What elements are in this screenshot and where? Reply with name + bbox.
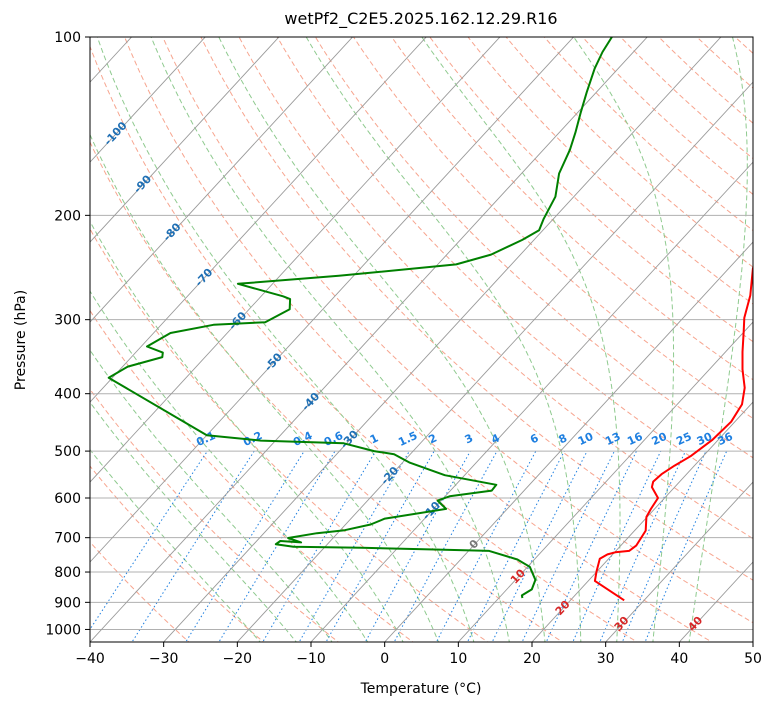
y-axis-label: Pressure (hPa) xyxy=(13,290,29,390)
x-tick-label: −10 xyxy=(296,651,326,667)
x-tick-label: 50 xyxy=(744,651,762,667)
dry-adiabat xyxy=(314,37,753,459)
mixing-ratio-line xyxy=(262,450,377,642)
y-tick-label: 900 xyxy=(54,595,81,611)
x-tick-label: −20 xyxy=(223,651,253,667)
isotherm-line xyxy=(90,37,575,563)
mixing-ratio-line xyxy=(466,450,565,642)
mixing-ratio-line xyxy=(435,450,537,642)
x-tick-label: 20 xyxy=(523,651,541,667)
isotherm-line xyxy=(90,37,206,163)
isotherm-line xyxy=(90,37,280,243)
x-tick-label: 0 xyxy=(380,651,389,667)
dry-adiabat xyxy=(391,37,753,381)
y-tick-label: 300 xyxy=(54,313,81,329)
isotherm-line xyxy=(90,37,427,403)
isotherm-line xyxy=(605,481,753,642)
dry-adiabat xyxy=(200,37,753,581)
dry-adiabat xyxy=(90,45,638,642)
mixing-ratio-label: 36 xyxy=(716,430,736,448)
isotherm-line xyxy=(310,161,753,642)
mixing-ratio-line xyxy=(393,450,498,642)
y-tick-label: 800 xyxy=(54,565,81,581)
dry-adiabat xyxy=(429,37,753,343)
moist-adiabat xyxy=(90,133,440,642)
temperature-profile-line xyxy=(593,264,753,602)
isotherm-line xyxy=(90,37,354,323)
mixing-ratio-line xyxy=(90,450,208,631)
x-tick-label: −40 xyxy=(75,651,105,667)
dewpoint-profile-line xyxy=(107,37,613,599)
mixing-ratio-label: 10 xyxy=(576,430,596,448)
isotherm-line xyxy=(90,37,648,642)
mixing-ratio-line xyxy=(218,450,336,642)
dry-adiabat xyxy=(238,37,753,540)
x-axis-ticks: −40 −30 −20 −10 0 10 20 30 40 50 xyxy=(75,642,762,667)
isotherms xyxy=(90,37,753,642)
mixing-ratio-label: 25 xyxy=(674,430,693,448)
y-tick-label: 400 xyxy=(54,387,81,403)
chart-title: wetPf2_C2E5.2025.162.12.29.R16 xyxy=(284,9,557,29)
mixing-ratio-label: 30 xyxy=(695,430,715,448)
mixing-ratio-labels: 0.1 0.2 0.4 0.6 1 1.5 2 3 4 6 8 10 13 16 20 25 30 36 xyxy=(194,429,735,449)
mixing-ratio-line xyxy=(185,450,305,642)
dry-adiabat xyxy=(276,37,753,499)
y-axis-ticks: 100 200 300 400 500 600 700 800 900 1000 xyxy=(45,30,90,638)
isotherm-line xyxy=(163,37,722,642)
isotherm-line xyxy=(384,241,753,642)
mixing-ratio-line xyxy=(545,450,637,642)
sounding-series xyxy=(107,37,753,602)
x-tick-label: 30 xyxy=(597,651,615,667)
y-tick-label: 100 xyxy=(54,30,81,46)
mixing-ratio-label: 16 xyxy=(625,430,645,448)
moist-adiabat xyxy=(90,349,333,642)
mixing-ratio-line xyxy=(644,450,728,642)
dry-adiabat xyxy=(90,309,414,642)
y-tick-label: 700 xyxy=(54,531,81,547)
x-axis-label: Temperature (°C) xyxy=(360,681,482,697)
x-tick-label: 40 xyxy=(670,651,688,667)
plot-frame xyxy=(89,36,754,643)
mixing-ratio-label: 13 xyxy=(603,430,622,448)
y-tick-label: 200 xyxy=(54,208,81,224)
y-tick-label: 1000 xyxy=(45,622,81,638)
mixing-ratio-line xyxy=(298,450,410,642)
mixing-ratio-line xyxy=(572,450,662,642)
x-tick-label: −30 xyxy=(149,651,179,667)
mixing-ratio-lines xyxy=(90,450,728,642)
y-tick-label: 600 xyxy=(54,491,81,507)
x-tick-label: 10 xyxy=(449,651,467,667)
isotherm-line xyxy=(90,37,501,483)
mixing-ratio-label: 20 xyxy=(650,430,670,448)
isotherm-line xyxy=(531,401,753,642)
y-tick-label: 500 xyxy=(54,444,81,460)
